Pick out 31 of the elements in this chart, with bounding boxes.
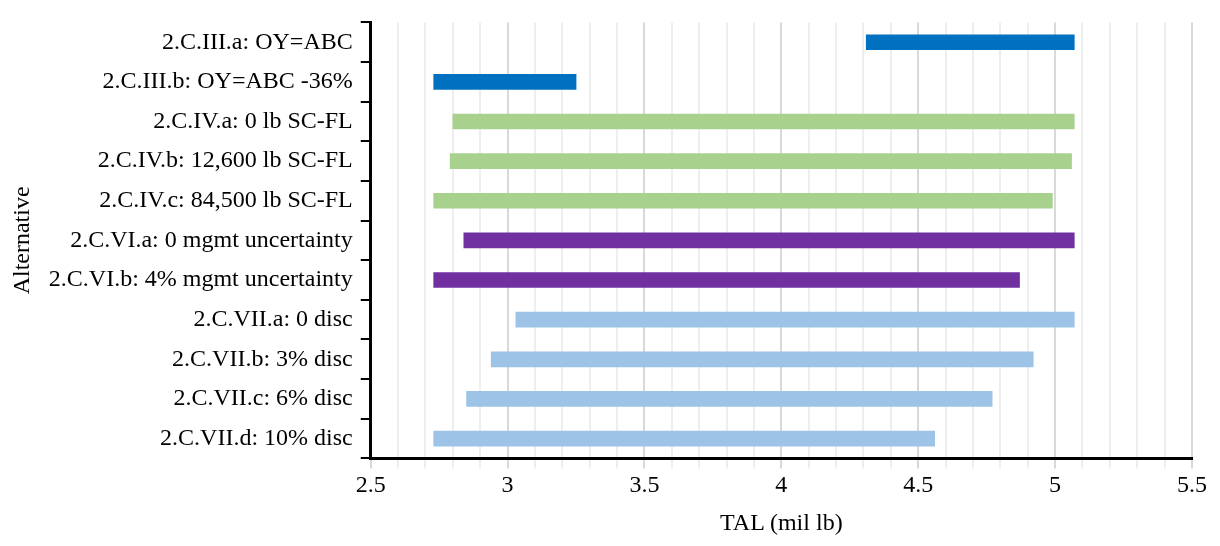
bar (490, 351, 1034, 368)
x-tick-label: 3 (501, 471, 514, 498)
bar (515, 311, 1075, 328)
y-tick-label: 2.C.VI.b: 4% mgmt uncertainty (48, 265, 353, 292)
bar (433, 192, 1053, 209)
bar (865, 34, 1075, 51)
x-tick-label: 4 (775, 471, 788, 498)
y-tick-label: 2.C.VII.a: 0 disc (193, 304, 353, 331)
x-axis-title: TAL (mil lb) (720, 508, 843, 535)
bar (466, 391, 993, 407)
y-tick-label: 2.C.VII.b: 3% disc (172, 344, 353, 371)
bar (463, 232, 1075, 249)
x-tick-label: 5 (1049, 471, 1062, 498)
y-tick-label: 2.C.VI.a: 0 mgmt uncertainty (70, 225, 353, 252)
bar (449, 153, 1072, 169)
y-tick-label: 2.C.VII.d: 10% disc (160, 423, 353, 450)
y-axis-title: Alternative (7, 186, 34, 295)
x-tick-label: 4.5 (903, 471, 934, 498)
y-tick-label: 2.C.IV.a: 0 lb SC-FL (153, 106, 353, 133)
y-tick-label: 2.C.III.b: OY=ABC -36% (102, 67, 353, 94)
bar (433, 74, 577, 90)
x-tick-label: 5.5 (1177, 471, 1207, 498)
bar (452, 113, 1075, 130)
y-tick-label: 2.C.VII.c: 6% disc (173, 384, 353, 411)
y-tick-label: 2.C.IV.b: 12,600 lb SC-FL (97, 146, 353, 173)
y-tick-label: 2.C.III.a: OY=ABC (161, 27, 353, 54)
x-tick-label: 3.5 (629, 471, 660, 498)
bar (433, 430, 936, 447)
y-tick-label: 2.C.IV.c: 84,500 lb SC-FL (99, 186, 353, 213)
bar (433, 272, 1020, 288)
x-tick-label: 2.5 (355, 471, 386, 498)
